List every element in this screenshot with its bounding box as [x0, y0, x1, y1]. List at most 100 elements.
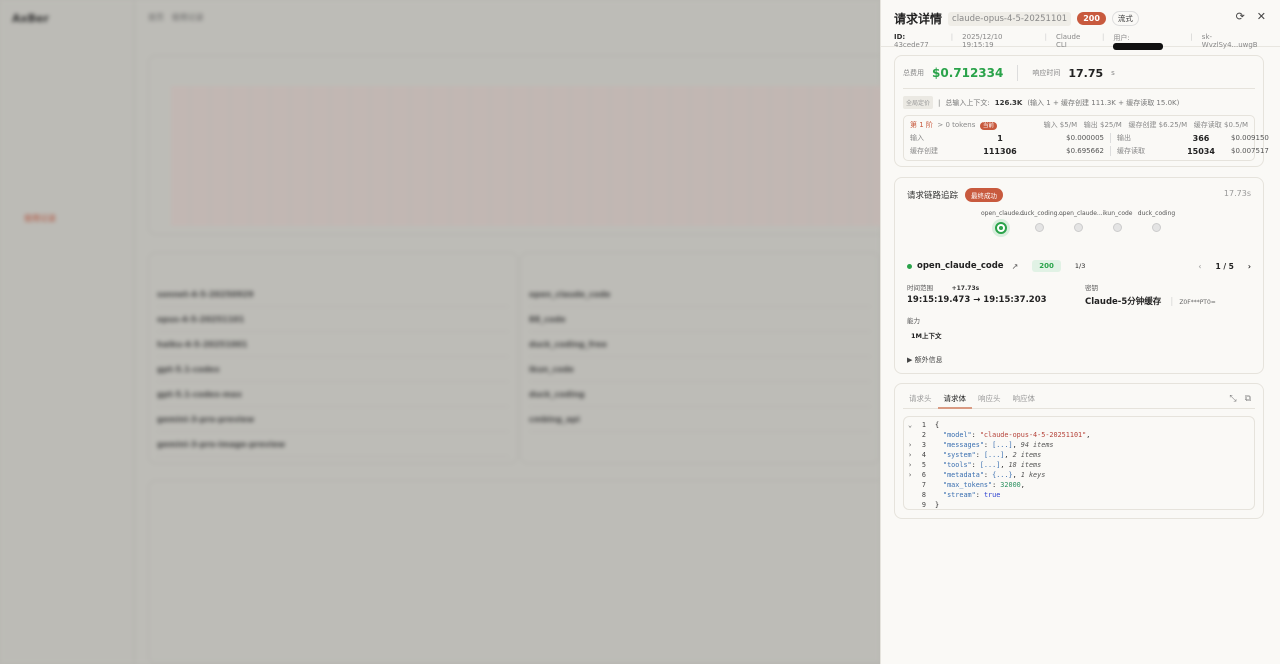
json-key: "tools" — [943, 461, 972, 469]
blurred-background-page: AxBer 使用记录 首页 使用记录 sonnet-4-5-20250929 op… — [0, 0, 888, 664]
tab-1[interactable]: 请求体 — [937, 392, 972, 409]
json-value: [...] — [983, 451, 1005, 459]
line-number: 5 — [921, 461, 926, 469]
external-link-icon[interactable]: ↗ — [1011, 261, 1019, 271]
status-badge: 200 — [1077, 12, 1106, 25]
gutter — [904, 490, 916, 500]
prev-icon[interactable]: ‹ — [1198, 261, 1202, 271]
code-line: › 4 "system": [...], 2 items — [904, 450, 1254, 460]
chain-node-label: duck_coding... — [1020, 210, 1064, 217]
chain-trace-card: 请求链路追踪 最终成功 17.73s open_claude... duck_cod… — [894, 177, 1264, 374]
json-note: 18 items — [1008, 461, 1042, 469]
code-line: 9} — [904, 500, 1254, 510]
line-content: } — [935, 501, 940, 509]
json-key: "messages" — [943, 441, 984, 449]
line-number: 4 — [921, 451, 926, 459]
code-line: 7 "max_tokens": 32000, — [904, 480, 1254, 490]
line-content: "system": [...], 2 items — [943, 451, 1042, 459]
expand-arrow-icon[interactable]: › — [907, 461, 913, 469]
code-line: › 6 "metadata": {...}, 1 keys — [904, 470, 1254, 480]
stream-badge: 流式 — [1111, 11, 1139, 26]
line-number: 1 — [921, 421, 926, 429]
chain-node-label: ikun_code — [1102, 210, 1133, 217]
line-number: 6 — [921, 471, 926, 479]
table-row: gpt-5.1-codex — [157, 358, 509, 382]
json-value: {...} — [992, 471, 1013, 479]
code-line: ⌄ 1 { — [904, 420, 1254, 430]
collapse-icon[interactable]: ⤡ — [1229, 394, 1237, 404]
expand-arrow-icon[interactable]: ⌄ — [907, 421, 913, 429]
line-content: "metadata": {...}, 1 keys — [943, 471, 1046, 479]
app-logo: AxBer — [12, 12, 49, 25]
payload-card: 请求头 请求体 响应头 响应体 ⤡ ⧉ ⌄ 1 {2 "model": "claude-opu… — [894, 383, 1264, 519]
table-row: opus-4-5-20251101 — [157, 308, 509, 332]
chain-node[interactable]: ikun_code — [1098, 210, 1137, 234]
tab-3[interactable]: 响应体 — [1012, 394, 1036, 403]
json-note: 2 items — [1012, 451, 1042, 459]
json-value: [...] — [992, 441, 1013, 449]
expand-arrow-icon[interactable]: › — [907, 441, 913, 449]
table-row: duck_coding — [529, 383, 871, 407]
drawer-title: 请求详情 — [894, 12, 943, 26]
line-content: "messages": [...], 94 items — [943, 441, 1054, 449]
chain-node[interactable]: duck_coding... — [1020, 210, 1064, 234]
nav-item-usage: 使用记录 — [24, 214, 56, 223]
heatmap-card — [148, 55, 888, 235]
table-row: haiku-4-5-20251001 — [157, 333, 509, 357]
json-note: 1 keys — [1020, 471, 1046, 479]
chain-node-label: open_claude... — [981, 210, 1025, 217]
chain-node-dot — [1074, 223, 1083, 232]
json-viewer: ⌄ 1 {2 "model": "claude-opus-4-5-20251101",… — [903, 416, 1255, 510]
refresh-icon[interactable]: ⟳ — [1235, 10, 1245, 23]
code-line: › 5 "tools": [...], 18 items — [904, 460, 1254, 470]
request-meta: ID: 43cede77 | 2025/12/10 19:15:19 | Claud… — [894, 33, 1258, 50]
tab-0[interactable]: 请求头 — [909, 394, 932, 403]
table-row: duck_coding_free — [529, 333, 871, 357]
json-note: 94 items — [1020, 441, 1054, 449]
json-key: "max_tokens" — [943, 481, 993, 489]
chain-node[interactable]: duck_coding — [1137, 210, 1176, 234]
line-content: "max_tokens": 32000, — [943, 481, 1025, 489]
chain-node-dot — [1152, 223, 1161, 232]
code-line: › 3 "messages": [...], 94 items — [904, 440, 1254, 450]
table-row: ikun_code — [529, 358, 871, 382]
extra-info-toggle[interactable]: ▶ 额外信息 — [907, 356, 943, 364]
table-row: open_claude_code — [529, 283, 871, 307]
chain-node-dot — [1035, 223, 1044, 232]
sidebar: AxBer 使用记录 — [0, 0, 135, 664]
breadcrumb: 首页 使用记录 — [148, 13, 204, 22]
chain-node[interactable]: open_claude... — [1059, 210, 1103, 234]
gutter — [904, 500, 916, 510]
json-key: "metadata" — [943, 471, 984, 479]
table-row: gemini-3-pro-image-preview — [157, 433, 509, 457]
final-success-badge: 最终成功 — [965, 188, 1004, 202]
gutter — [904, 480, 916, 490]
line-number: 8 — [921, 491, 926, 499]
drawer-header: 请求详情 claude-opus-4-5-20251101 200 流式 ⟳ ✕… — [881, 0, 1280, 50]
expand-arrow-icon[interactable]: › — [907, 471, 913, 479]
line-content: "model": "claude-opus-4-5-20251101", — [943, 431, 1091, 439]
chain-node-label: open_claude... — [1059, 210, 1103, 217]
expand-arrow-icon[interactable]: › — [907, 451, 913, 459]
code-line: 8 "stream": true — [904, 490, 1254, 500]
line-number: 9 — [921, 501, 926, 509]
chain-node[interactable]: open_claude... — [981, 210, 1025, 234]
json-value: true — [983, 491, 1001, 499]
line-content: "stream": true — [943, 491, 1001, 499]
pricing-tag: 全局定价 — [903, 96, 934, 109]
json-value: 32000 — [1000, 481, 1021, 489]
cost-card: 总费用 $0.712334 响应时间 17.75 s 全局定价 | 总输入上下文: 1… — [894, 55, 1269, 167]
json-value: [...] — [979, 461, 1001, 469]
response-time: 17.75 — [1068, 66, 1104, 80]
close-icon[interactable]: ✕ — [1256, 10, 1266, 23]
copy-icon[interactable]: ⧉ — [1244, 394, 1251, 404]
table-row: cmbing_api — [529, 408, 871, 432]
tab-2[interactable]: 响应头 — [978, 394, 1001, 403]
provider-stats-table: open_claude_code 88_code duck_coding_free i… — [520, 252, 880, 464]
json-key: "stream" — [943, 491, 976, 499]
chain-node-dot — [994, 222, 1007, 234]
table-row: gemini-3-pro-preview — [157, 408, 509, 432]
next-icon[interactable]: › — [1247, 261, 1251, 271]
provider-name: open_claude_code — [917, 261, 1004, 271]
json-key: "model" — [943, 431, 972, 439]
